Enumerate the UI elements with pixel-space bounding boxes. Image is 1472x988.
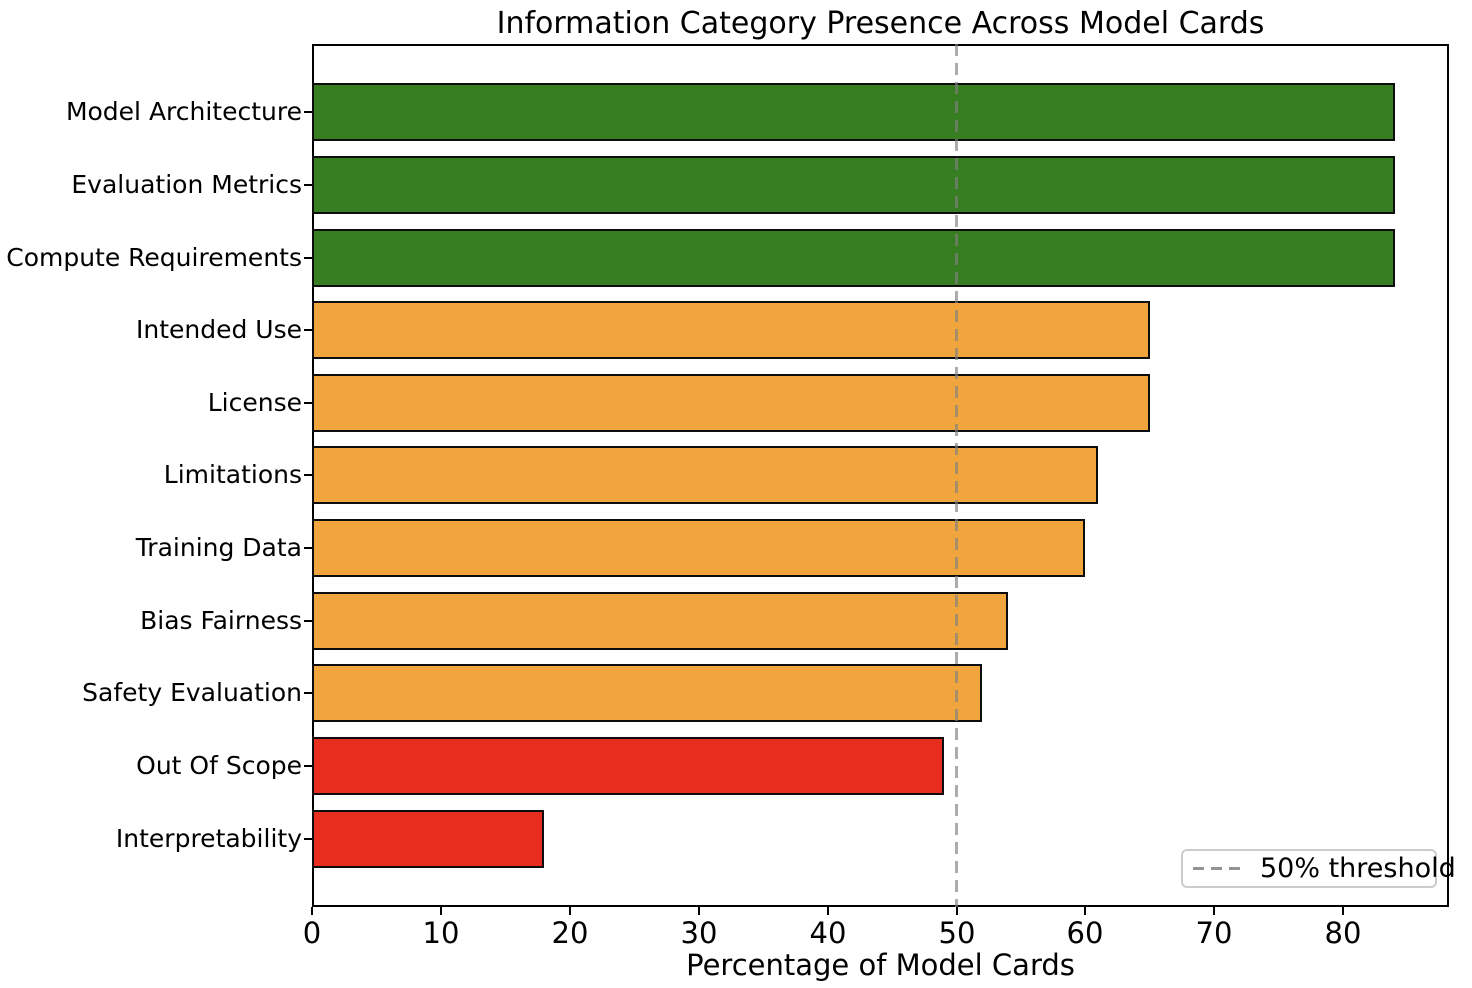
x-tick-label-80: 80: [1324, 916, 1362, 950]
bar-compute-requirements: [312, 229, 1395, 287]
x-tick-label-50: 50: [938, 916, 976, 950]
x-tick-mark: [956, 907, 958, 915]
chart-title: Information Category Presence Across Mod…: [496, 6, 1265, 41]
bar-limitations: [312, 446, 1098, 504]
x-axis-label: Percentage of Model Cards: [686, 948, 1075, 982]
y-tick-mark: [304, 329, 312, 331]
x-tick-mark: [1213, 907, 1215, 915]
bar-interpretability: [312, 810, 544, 868]
threshold-line: [955, 44, 958, 907]
bar-bias-fairness: [312, 592, 1008, 650]
x-tick-label-70: 70: [1195, 916, 1233, 950]
y-tick-label-limitations: Limitations: [163, 460, 302, 489]
x-tick-mark: [1084, 907, 1086, 915]
bar-training-data: [312, 519, 1085, 577]
x-tick-mark: [1342, 907, 1344, 915]
y-tick-label-intended-use: Intended Use: [135, 315, 302, 344]
bar-model-architecture: [312, 83, 1395, 141]
bar-intended-use: [312, 301, 1150, 359]
y-tick-mark: [304, 765, 312, 767]
legend-dashed-line-sample: [1193, 867, 1241, 870]
x-tick-label-0: 0: [302, 916, 322, 950]
y-tick-label-evaluation-metrics: Evaluation Metrics: [71, 170, 302, 199]
x-tick-mark: [827, 907, 829, 915]
y-tick-mark: [304, 620, 312, 622]
y-tick-label-bias-fairness: Bias Fairness: [140, 606, 302, 635]
x-tick-label-10: 10: [422, 916, 460, 950]
y-tick-mark: [304, 402, 312, 404]
y-tick-label-license: License: [207, 388, 302, 417]
y-tick-mark: [304, 184, 312, 186]
y-tick-label-interpretability: Interpretability: [115, 824, 302, 853]
x-tick-mark: [569, 907, 571, 915]
y-tick-mark: [304, 838, 312, 840]
x-tick-label-60: 60: [1066, 916, 1104, 950]
bar-out-of-scope: [312, 737, 944, 795]
y-tick-mark: [304, 257, 312, 259]
plot-area: 50% threshold: [312, 44, 1456, 907]
y-tick-mark: [304, 547, 312, 549]
legend: 50% threshold: [1181, 849, 1456, 888]
x-tick-label-40: 40: [809, 916, 847, 950]
y-tick-label-compute-requirements: Compute Requirements: [6, 243, 302, 272]
y-tick-label-model-architecture: Model Architecture: [65, 97, 302, 126]
y-tick-mark: [304, 692, 312, 694]
x-tick-label-30: 30: [680, 916, 718, 950]
x-tick-mark: [311, 907, 313, 915]
x-tick-mark: [440, 907, 442, 915]
y-tick-label-safety-evaluation: Safety Evaluation: [82, 678, 302, 707]
bar-safety-evaluation: [312, 664, 982, 722]
x-tick-mark: [698, 907, 700, 915]
y-tick-mark: [304, 111, 312, 113]
legend-label: 50% threshold: [1260, 853, 1456, 884]
bar-license: [312, 374, 1150, 432]
x-tick-label-20: 20: [551, 916, 589, 950]
y-tick-label-training-data: Training Data: [135, 533, 302, 562]
y-tick-label-out-of-scope: Out Of Scope: [136, 751, 302, 780]
bar-evaluation-metrics: [312, 156, 1395, 214]
y-tick-mark: [304, 474, 312, 476]
